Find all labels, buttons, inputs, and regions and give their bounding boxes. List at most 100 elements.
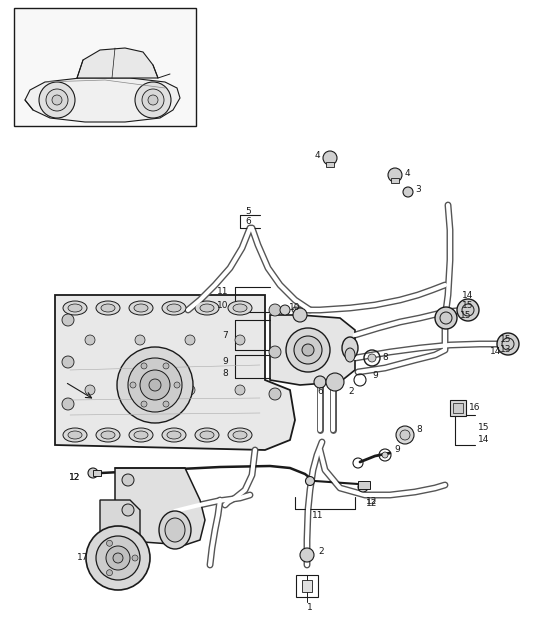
Ellipse shape <box>233 431 247 439</box>
Circle shape <box>117 347 193 423</box>
Ellipse shape <box>162 301 186 315</box>
Ellipse shape <box>228 301 252 315</box>
Circle shape <box>326 373 344 391</box>
Ellipse shape <box>342 337 358 359</box>
Circle shape <box>294 336 322 364</box>
Text: 8: 8 <box>222 369 228 377</box>
Text: 3: 3 <box>415 185 421 195</box>
Circle shape <box>286 328 330 372</box>
Text: 7: 7 <box>222 330 228 340</box>
Circle shape <box>323 151 337 165</box>
Text: 10: 10 <box>216 301 228 310</box>
Circle shape <box>497 333 519 355</box>
Ellipse shape <box>134 431 148 439</box>
Ellipse shape <box>228 428 252 442</box>
Circle shape <box>382 452 388 458</box>
Ellipse shape <box>96 301 120 315</box>
Circle shape <box>85 335 95 345</box>
Circle shape <box>132 555 138 561</box>
Circle shape <box>85 385 95 395</box>
Polygon shape <box>100 500 140 565</box>
Circle shape <box>306 477 314 485</box>
Circle shape <box>185 335 195 345</box>
Ellipse shape <box>345 348 355 362</box>
Circle shape <box>62 314 74 326</box>
Ellipse shape <box>129 301 153 315</box>
Text: 11: 11 <box>216 288 228 296</box>
Ellipse shape <box>101 304 115 312</box>
Text: 12: 12 <box>366 497 377 507</box>
Text: 12: 12 <box>69 474 81 482</box>
Ellipse shape <box>129 428 153 442</box>
Circle shape <box>96 536 140 580</box>
Circle shape <box>149 379 161 391</box>
Text: 8: 8 <box>382 352 387 362</box>
Text: 1: 1 <box>307 602 313 612</box>
Circle shape <box>140 370 170 400</box>
Circle shape <box>163 401 169 407</box>
Ellipse shape <box>200 304 214 312</box>
Circle shape <box>462 304 474 316</box>
Circle shape <box>435 307 457 329</box>
Text: 9: 9 <box>394 445 399 455</box>
Circle shape <box>185 385 195 395</box>
Circle shape <box>302 344 314 356</box>
Text: 11: 11 <box>312 511 324 521</box>
Ellipse shape <box>134 304 148 312</box>
Circle shape <box>62 356 74 368</box>
Text: 15: 15 <box>460 310 471 320</box>
Circle shape <box>141 401 147 407</box>
Polygon shape <box>77 48 158 78</box>
Text: 8: 8 <box>416 426 422 435</box>
Ellipse shape <box>195 301 219 315</box>
Circle shape <box>235 335 245 345</box>
Ellipse shape <box>68 304 82 312</box>
Bar <box>358 481 370 489</box>
Bar <box>296 575 318 597</box>
Bar <box>93 470 101 476</box>
Bar <box>391 178 399 183</box>
Ellipse shape <box>162 428 186 442</box>
Ellipse shape <box>195 428 219 442</box>
Text: 10: 10 <box>289 303 301 313</box>
Circle shape <box>62 398 74 410</box>
Circle shape <box>368 354 376 362</box>
Circle shape <box>400 430 410 440</box>
Circle shape <box>142 89 164 111</box>
Circle shape <box>52 95 62 105</box>
Circle shape <box>106 570 112 576</box>
Text: 12: 12 <box>366 499 377 507</box>
Text: 2: 2 <box>318 548 324 556</box>
Ellipse shape <box>63 301 87 315</box>
Circle shape <box>113 553 123 563</box>
Text: 14: 14 <box>478 435 489 445</box>
Circle shape <box>457 299 479 321</box>
Text: 15: 15 <box>500 335 512 345</box>
Polygon shape <box>25 78 180 122</box>
Circle shape <box>106 540 112 546</box>
Circle shape <box>39 82 75 118</box>
Circle shape <box>235 385 245 395</box>
Circle shape <box>358 482 368 492</box>
Circle shape <box>130 382 136 388</box>
Circle shape <box>269 304 281 316</box>
Bar <box>302 580 312 592</box>
Circle shape <box>440 312 452 324</box>
Text: 13: 13 <box>500 345 512 354</box>
Circle shape <box>174 382 180 388</box>
Text: 6: 6 <box>245 217 251 225</box>
Text: 15: 15 <box>478 423 489 433</box>
Circle shape <box>314 376 326 388</box>
Text: 9: 9 <box>222 357 228 367</box>
Circle shape <box>135 335 145 345</box>
Circle shape <box>88 468 98 478</box>
Ellipse shape <box>233 304 247 312</box>
Text: 12: 12 <box>69 474 81 482</box>
Circle shape <box>128 358 182 412</box>
Circle shape <box>106 546 130 570</box>
Bar <box>453 403 463 413</box>
Bar <box>326 162 334 167</box>
Circle shape <box>122 474 134 486</box>
Circle shape <box>280 305 290 315</box>
Circle shape <box>122 504 134 516</box>
